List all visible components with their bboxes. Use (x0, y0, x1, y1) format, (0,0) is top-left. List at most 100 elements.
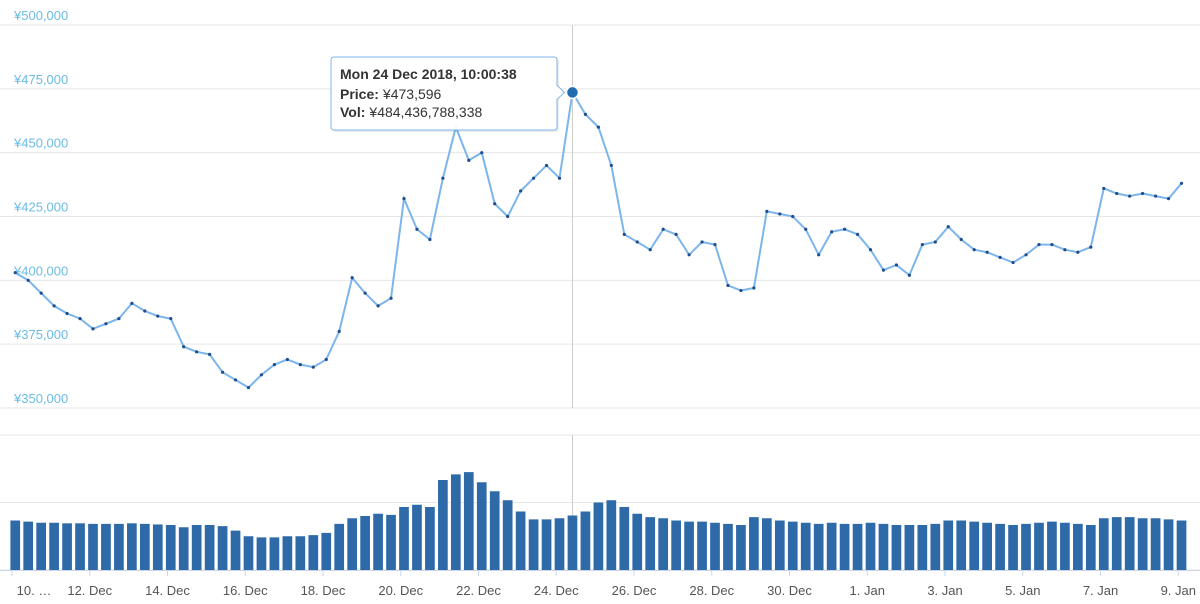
volume-bar (10, 520, 21, 570)
price-point (285, 357, 289, 362)
x-tick-label: 26. Dec (612, 583, 657, 598)
price-point (739, 288, 743, 293)
volume-bar (489, 491, 500, 570)
price-point (920, 242, 924, 247)
y-tick-label: ¥400,000 (13, 263, 68, 278)
volume-bar (476, 482, 487, 570)
volume-bar (1008, 525, 1018, 570)
price-point (91, 327, 95, 331)
volume-bar (995, 523, 1005, 570)
x-tick-label: 1. Jan (850, 583, 885, 598)
price-point (855, 232, 860, 236)
volume-bar (243, 536, 254, 570)
volume-bar (165, 525, 176, 570)
volume-bar (541, 519, 552, 570)
volume-bar (88, 523, 98, 570)
price-point (52, 304, 56, 308)
volume-bar (282, 536, 293, 570)
price-point (998, 255, 1002, 259)
price-point (583, 112, 588, 116)
volume-bar (749, 517, 759, 570)
price-point (117, 317, 121, 321)
price-point (480, 151, 484, 155)
volume-bar (321, 532, 332, 570)
volume-bar (450, 474, 461, 570)
price-point (220, 370, 225, 374)
price-point (946, 225, 950, 229)
volume-bar (878, 523, 889, 570)
x-tick-label: 20. Dec (378, 583, 423, 598)
price-point (311, 365, 315, 369)
price-point (259, 373, 264, 377)
tooltip-box (330, 56, 566, 131)
price-point (415, 227, 419, 231)
price-point (933, 240, 937, 244)
volume-bar (761, 518, 772, 570)
volume-bar (774, 520, 785, 570)
y-tick-label: ¥375,000 (13, 327, 68, 342)
volume-bar (580, 511, 591, 570)
volume-bar (671, 520, 681, 570)
tooltip-value: ¥484,436,788,338 (368, 104, 482, 120)
volume-bar (619, 507, 630, 570)
x-tick-label: 7. Jan (1083, 583, 1118, 598)
volume-bar (956, 520, 967, 570)
volume-bar (1073, 523, 1083, 570)
price-point (635, 240, 639, 244)
x-tick-label: 10. … (17, 583, 52, 598)
price-point (1128, 194, 1132, 198)
volume-bar (152, 524, 163, 570)
volume-bar (710, 522, 720, 570)
price-line (14, 89, 1183, 389)
volume-bar (1098, 518, 1109, 570)
price-point (804, 227, 808, 231)
price-point (78, 317, 82, 321)
price-point (13, 271, 17, 275)
tooltip-row: Vol: ¥484,436,788,338 (340, 104, 483, 120)
price-point (104, 322, 108, 326)
volume-bar (969, 521, 980, 570)
volume-bar (1047, 521, 1057, 570)
price-point (376, 304, 380, 308)
price-point (182, 345, 186, 349)
y-tick-label: ¥450,000 (13, 136, 68, 151)
price-point (752, 286, 756, 290)
volume-bar (269, 537, 280, 570)
volume-bar (101, 523, 111, 570)
price-point (648, 248, 652, 252)
tooltip-row: Price: ¥473,596 (340, 86, 442, 102)
price-point (519, 189, 523, 193)
x-tick-label: 28. Dec (689, 583, 734, 598)
volume-bar (425, 507, 435, 570)
price-point (1141, 191, 1145, 196)
x-tick-label: 3. Jan (927, 583, 962, 598)
volume-bar (49, 522, 59, 570)
volume-bar (865, 522, 876, 570)
volume-bar (645, 517, 656, 570)
x-tick-label: 5. Jan (1005, 583, 1040, 598)
volume-bar (256, 537, 267, 570)
volume-bar (399, 507, 409, 570)
price-point (1076, 250, 1080, 254)
volume-bar (139, 523, 150, 570)
volume-bar (567, 515, 578, 570)
price-point (972, 248, 976, 252)
volume-bar (606, 500, 617, 570)
price-point (428, 237, 432, 242)
price-point (661, 227, 665, 231)
price-point (557, 176, 562, 180)
volume-bar (502, 500, 513, 570)
volume-bar (412, 504, 422, 570)
volume-bar (295, 536, 306, 570)
price-point (765, 209, 769, 213)
price-point (544, 163, 549, 168)
volume-bar (1150, 518, 1161, 570)
price-point (868, 248, 873, 252)
price-point (1089, 245, 1093, 249)
volume-bar (826, 522, 837, 570)
price-point (1050, 242, 1054, 247)
volume-bar (204, 525, 215, 570)
volume-bar (308, 535, 319, 570)
price-point (817, 253, 821, 257)
price-point (1179, 181, 1184, 185)
